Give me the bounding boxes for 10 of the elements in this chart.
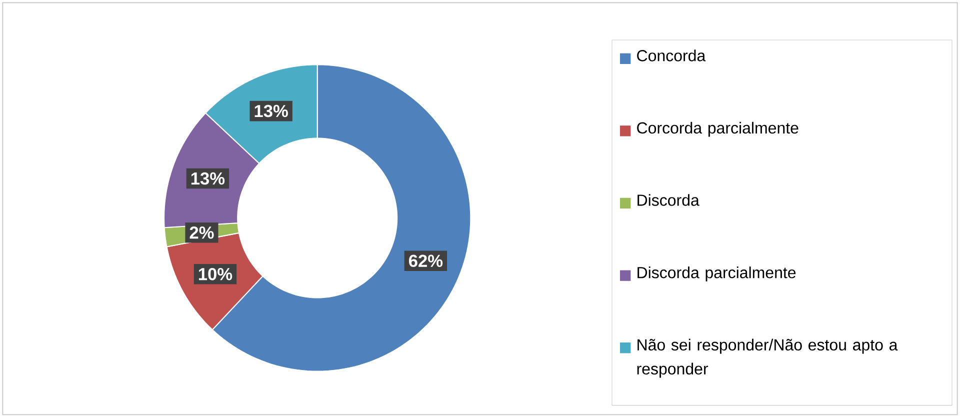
legend-label: Não sei responder/Não estou apto a responder bbox=[637, 338, 898, 378]
data-label: 13% bbox=[191, 172, 225, 185]
data-label: 62% bbox=[408, 254, 443, 268]
legend-label: Discorda parcialmente bbox=[638, 266, 796, 282]
legend-label: Corcorda parcialmente bbox=[637, 122, 798, 137]
legend-label: Discorda bbox=[638, 194, 700, 206]
data-label: 2% bbox=[190, 226, 214, 239]
data-label: 13% bbox=[254, 104, 288, 118]
data-label: 10% bbox=[198, 268, 232, 280]
legend-label: Concorda bbox=[637, 50, 706, 62]
